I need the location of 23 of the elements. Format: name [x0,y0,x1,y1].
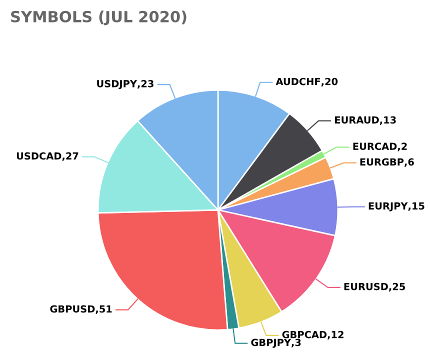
slice-label: EURAUD [335,116,379,124]
data-label: ,20 [321,78,338,86]
slice-label: GBPJPY [251,338,292,348]
slice-label: EURUSD [344,282,388,290]
data-label: ,51 [96,305,112,314]
chart-title: SYMBOLS (JUL 2020) [11,10,186,26]
slice-label: AUDCHF [276,78,320,86]
slice-label: GBPCAD [282,330,327,338]
slice-label: EURJPY [368,202,408,212]
data-label: ,15 [408,202,424,211]
data-label: ,6 [404,158,414,167]
slice-label: USDJPY [97,80,138,90]
data-label: ,13 [380,116,396,125]
data-label: ,3 [292,338,301,348]
slice-label: USDCAD [16,152,62,160]
data-label: ,23 [138,80,154,89]
data-label: ,27 [62,152,78,161]
data-label: ,25 [388,282,405,292]
data-label: ,12 [328,330,344,340]
data-label: ,2 [398,142,407,152]
slice-label: GBPUSD [50,305,95,313]
slice-label: EURGBP [360,158,404,166]
slice-label: EURCAD [353,142,397,150]
